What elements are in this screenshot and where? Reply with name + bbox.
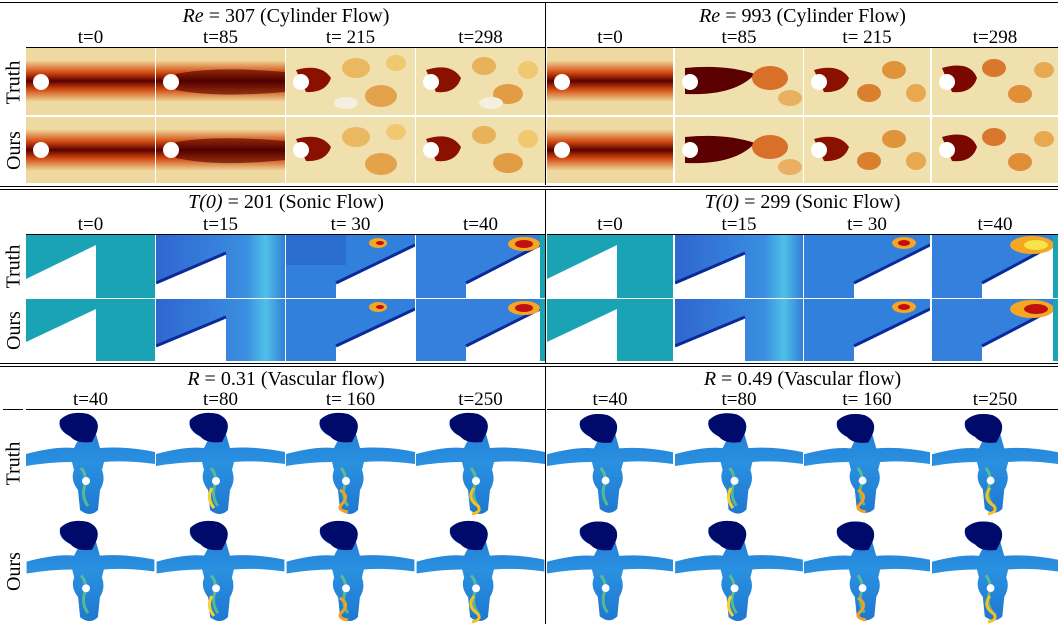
sonic-frame	[675, 235, 803, 298]
sonic-frame	[156, 235, 285, 298]
time-label: t= 160	[325, 389, 376, 410]
time-label: t=250	[972, 389, 1018, 410]
row-label-truth: Truth	[2, 244, 25, 289]
vascular-frame	[547, 518, 673, 624]
time-label: t=15	[721, 214, 757, 235]
vascular-frame	[675, 518, 803, 624]
time-label: t=40	[73, 389, 108, 410]
time-label: t=15	[203, 214, 238, 235]
sonic-frame	[675, 299, 803, 361]
cylinder-frame	[26, 48, 155, 115]
cylinder-frame	[156, 117, 285, 183]
time-label: t=298	[458, 27, 503, 48]
sonic-frame	[26, 299, 155, 361]
cylinder-frame	[156, 48, 285, 115]
time-label: t= 215	[842, 27, 892, 48]
sonic-frame	[932, 235, 1058, 298]
cylinder-frame	[547, 48, 673, 115]
cylinder-frame	[416, 48, 545, 115]
vascular-frame	[804, 410, 930, 517]
row-label-ours: Ours	[2, 130, 25, 170]
vascular-frame	[156, 410, 285, 517]
cylinder-frame	[286, 117, 415, 183]
panel-title-sonic-1: T(0) = 201 (Sonic Flow)	[188, 191, 384, 213]
vascular-frame	[416, 410, 545, 517]
time-label: t=0	[77, 214, 104, 235]
time-label: t=85	[721, 27, 757, 48]
cylinder-frame	[932, 48, 1058, 115]
time-label: t= 160	[842, 389, 892, 410]
vascular-frame	[804, 518, 930, 624]
sonic-frame	[416, 235, 545, 298]
cylinder-frame	[26, 117, 155, 183]
panel-title-vascular-1: R = 0.31 (Vascular flow)	[187, 368, 385, 390]
time-label: t=85	[203, 27, 238, 48]
sonic-frame	[932, 299, 1058, 361]
sonic-frame	[547, 235, 673, 298]
cylinder-frame	[547, 117, 673, 183]
cylinder-frame	[804, 117, 930, 183]
time-label: t= 30	[330, 214, 371, 235]
vascular-frame	[286, 518, 415, 624]
time-label: t=40	[977, 214, 1013, 235]
cylinder-frame	[286, 48, 415, 115]
vascular-frame	[26, 518, 155, 624]
vascular-frame	[26, 410, 155, 517]
sonic-frame	[286, 235, 415, 298]
sonic-frame	[416, 299, 545, 361]
time-label: t=0	[77, 27, 104, 48]
vascular-frame	[932, 410, 1058, 517]
panel-title-sonic-2: T(0) = 299 (Sonic Flow)	[704, 191, 901, 213]
row-label-truth: Truth	[2, 441, 25, 486]
cylinder-frame	[804, 48, 930, 115]
vascular-frame	[286, 410, 415, 517]
time-label: t=40	[463, 214, 498, 235]
time-label: t=298	[972, 27, 1018, 48]
row-label-truth: Truth	[2, 60, 25, 104]
cylinder-frame	[675, 48, 803, 115]
vascular-frame	[547, 410, 673, 517]
row-label-ours: Ours	[2, 551, 25, 591]
sonic-frame	[547, 299, 673, 361]
time-label: t=80	[721, 389, 757, 410]
vascular-frame	[416, 518, 545, 624]
row-label-ours: Ours	[2, 310, 25, 350]
sonic-frame	[156, 299, 285, 361]
time-label: t= 215	[325, 27, 376, 48]
time-label: t=250	[458, 389, 503, 410]
cylinder-frame	[932, 117, 1058, 183]
time-label: t=0	[597, 27, 623, 48]
vascular-frame	[675, 410, 803, 517]
time-label: t=40	[592, 389, 628, 410]
vascular-frame	[932, 518, 1058, 624]
sonic-frame	[286, 299, 415, 361]
panel-title-cylinder-2: Re = 993 (Cylinder Flow)	[699, 5, 906, 27]
sonic-frame	[26, 235, 155, 298]
cylinder-frame	[416, 117, 545, 183]
vascular-frame	[156, 518, 285, 624]
time-label: t=80	[203, 389, 238, 410]
sonic-frame	[804, 299, 930, 361]
sonic-frame	[804, 235, 930, 298]
panel-title-vascular-2: R = 0.49 (Vascular flow)	[703, 368, 902, 390]
cylinder-frame	[675, 117, 803, 183]
panel-title-cylinder-1: Re = 307 (Cylinder Flow)	[182, 5, 390, 27]
time-label: t= 30	[847, 214, 887, 235]
time-label: t=0	[597, 214, 623, 235]
